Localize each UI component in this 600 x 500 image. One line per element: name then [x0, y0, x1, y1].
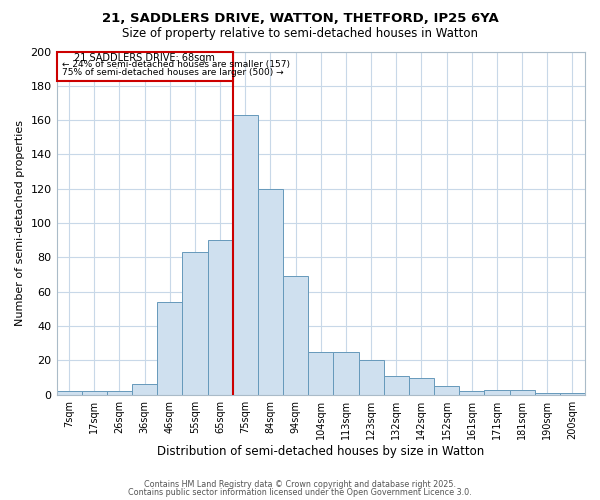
Bar: [132, 384, 157, 394]
Bar: [258, 189, 283, 394]
Bar: [56, 52, 233, 80]
Bar: [233, 115, 258, 394]
Bar: [509, 390, 535, 394]
Bar: [484, 390, 509, 394]
Bar: [157, 302, 182, 394]
Bar: [434, 386, 459, 394]
Bar: [459, 392, 484, 394]
Text: 21, SADDLERS DRIVE, WATTON, THETFORD, IP25 6YA: 21, SADDLERS DRIVE, WATTON, THETFORD, IP…: [101, 12, 499, 26]
Bar: [107, 392, 132, 394]
Bar: [383, 376, 409, 394]
Bar: [56, 392, 82, 394]
Bar: [208, 240, 233, 394]
Bar: [535, 393, 560, 394]
Text: Contains HM Land Registry data © Crown copyright and database right 2025.: Contains HM Land Registry data © Crown c…: [144, 480, 456, 489]
Y-axis label: Number of semi-detached properties: Number of semi-detached properties: [15, 120, 25, 326]
Bar: [334, 352, 359, 395]
Bar: [283, 276, 308, 394]
Bar: [409, 378, 434, 394]
Text: ← 24% of semi-detached houses are smaller (157): ← 24% of semi-detached houses are smalle…: [62, 60, 290, 69]
X-axis label: Distribution of semi-detached houses by size in Watton: Distribution of semi-detached houses by …: [157, 444, 484, 458]
Bar: [359, 360, 383, 394]
Text: 75% of semi-detached houses are larger (500) →: 75% of semi-detached houses are larger (…: [62, 68, 283, 77]
Text: Contains public sector information licensed under the Open Government Licence 3.: Contains public sector information licen…: [128, 488, 472, 497]
Text: Size of property relative to semi-detached houses in Watton: Size of property relative to semi-detach…: [122, 28, 478, 40]
Bar: [182, 252, 208, 394]
Text: 21 SADDLERS DRIVE: 68sqm: 21 SADDLERS DRIVE: 68sqm: [74, 53, 215, 63]
Bar: [82, 392, 107, 394]
Bar: [560, 393, 585, 394]
Bar: [308, 352, 334, 395]
